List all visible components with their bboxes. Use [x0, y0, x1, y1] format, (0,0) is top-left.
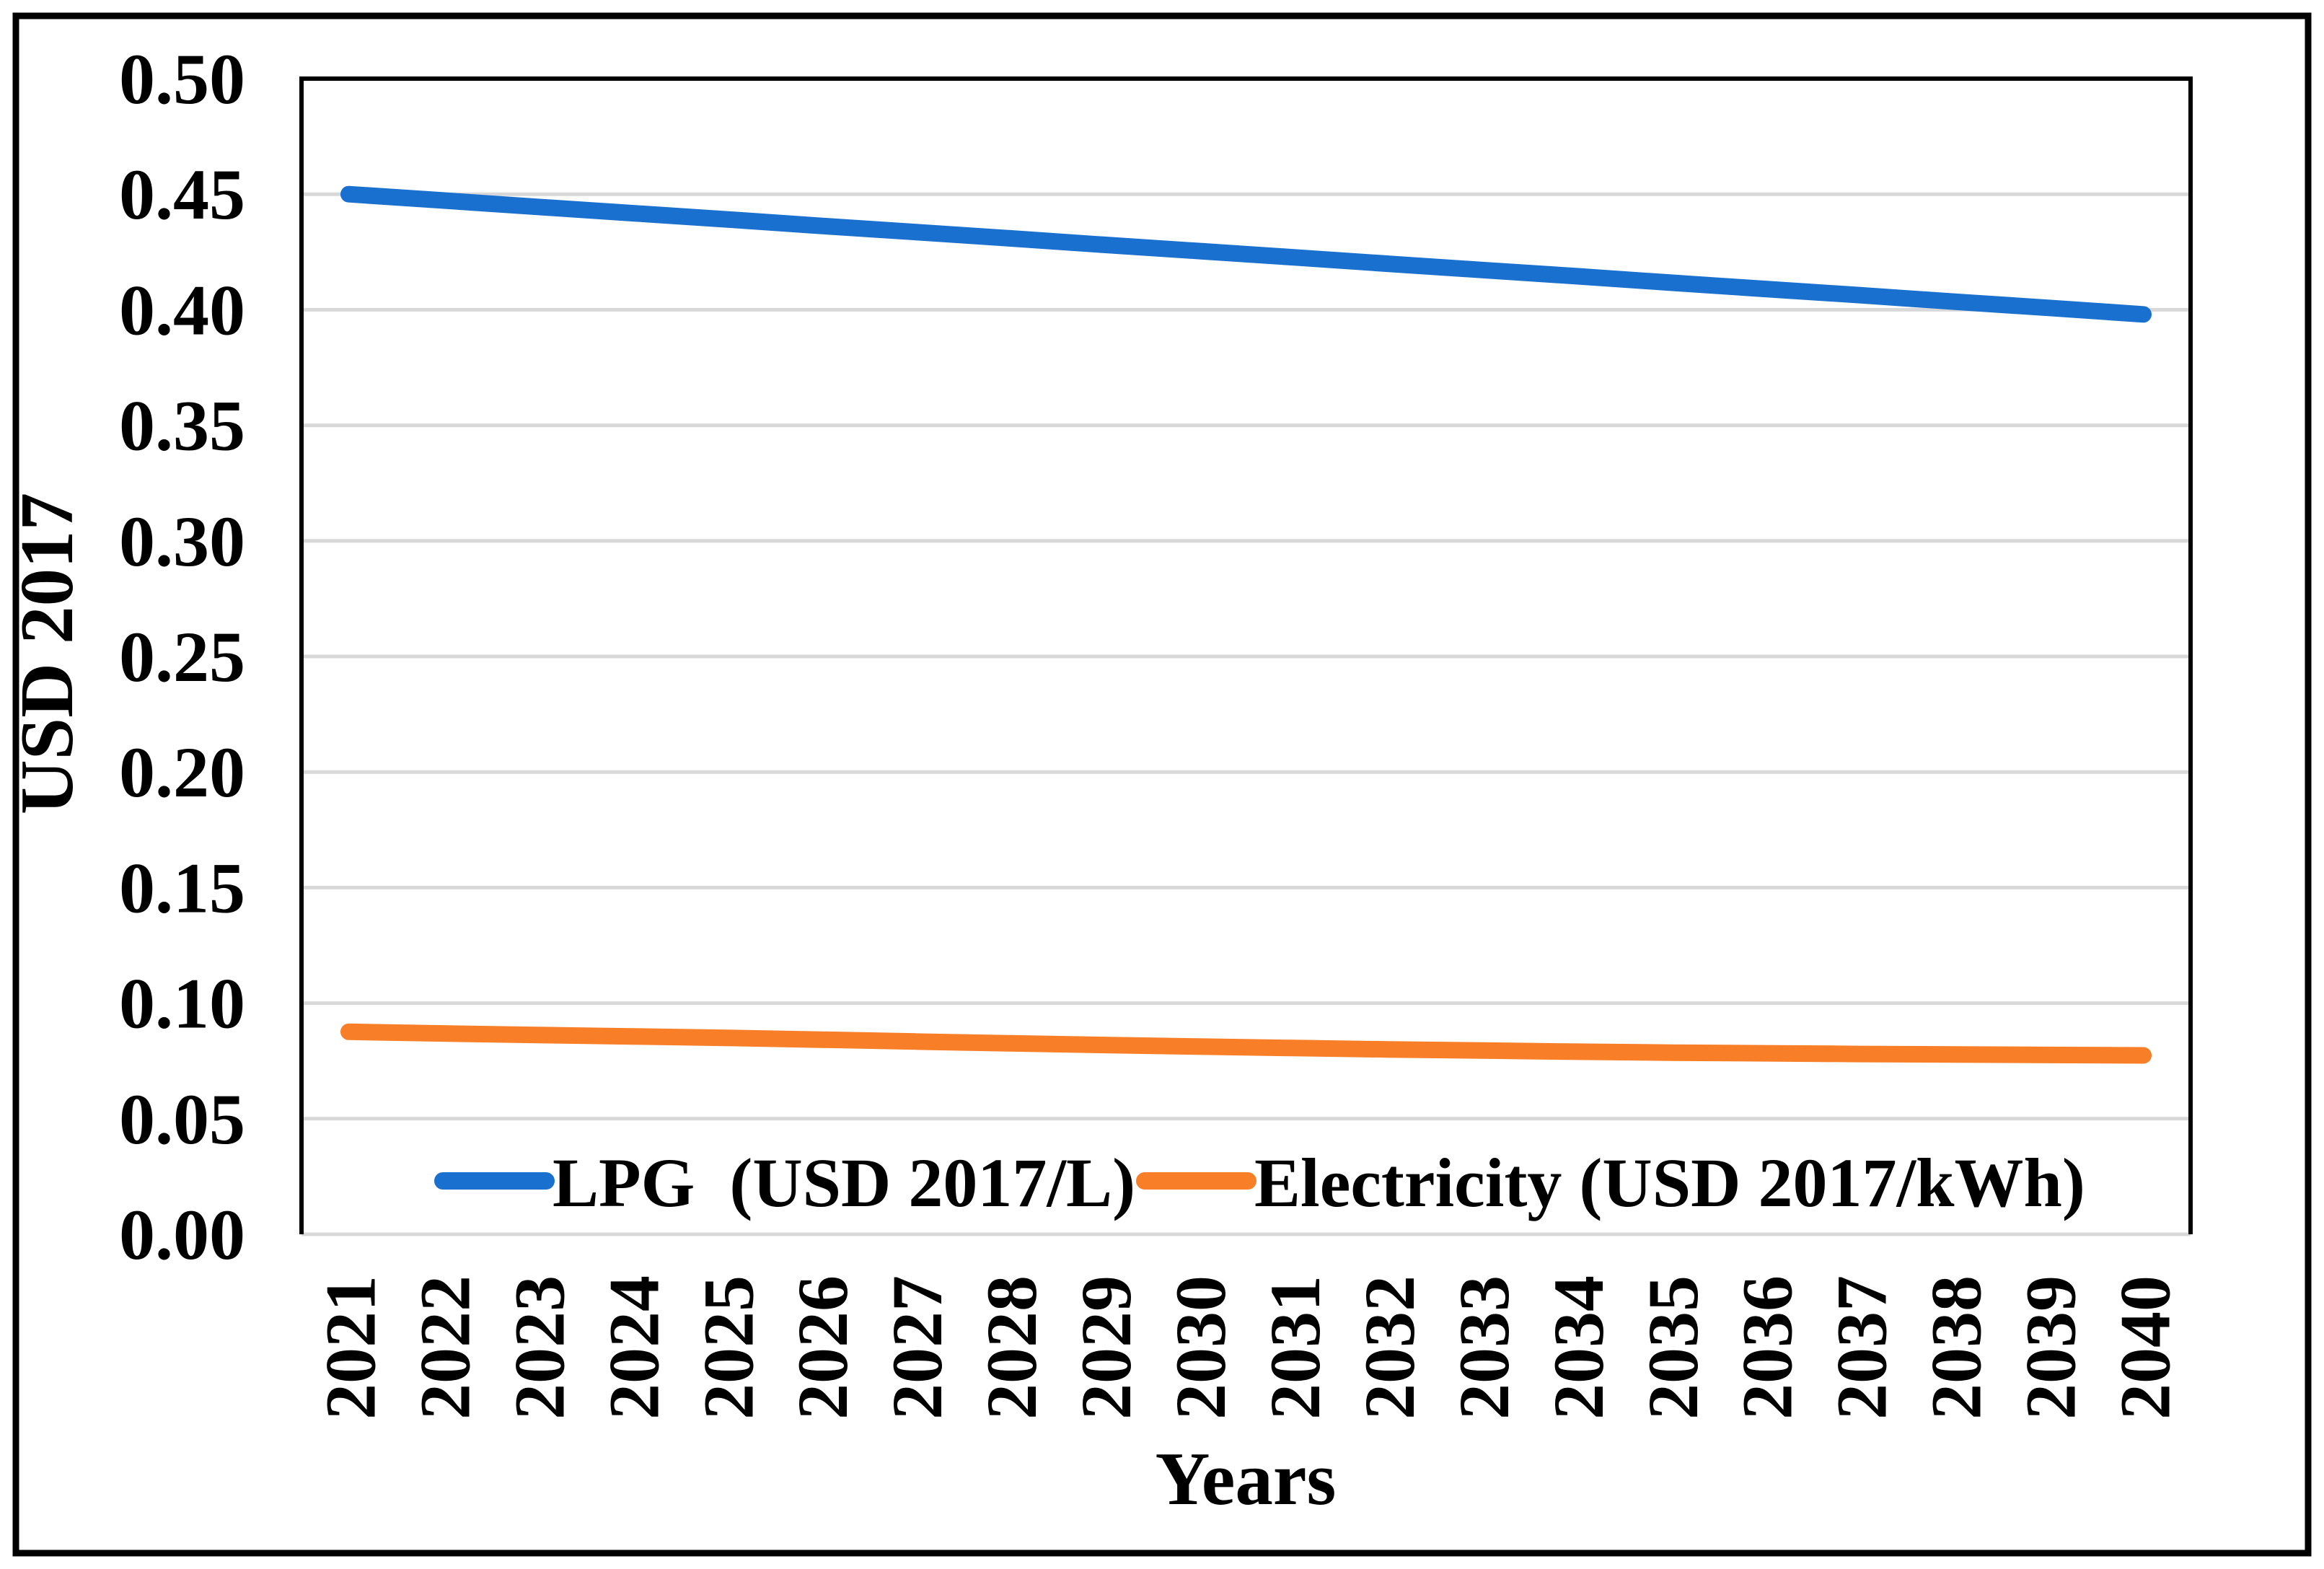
x-tick-label: 2032: [1350, 1275, 1430, 1420]
y-tick-label: 0.10: [119, 964, 245, 1044]
y-tick-label: 0.15: [119, 848, 245, 928]
x-tick-label: 2025: [688, 1275, 768, 1420]
series-line-electricity: [340, 1023, 2152, 1064]
x-tick-label: 2033: [1444, 1275, 1524, 1420]
x-tick-label: 2023: [499, 1275, 579, 1420]
x-tick-label: 2030: [1161, 1275, 1241, 1420]
legend: LPG (USD 2017/L) Electricity (USD 2017/k…: [434, 1144, 2085, 1221]
y-tick-label: 0.50: [119, 39, 245, 119]
x-tick-label: 2036: [1727, 1275, 1808, 1420]
x-tick-label: 2027: [877, 1275, 957, 1420]
y-tick-label: 0.20: [119, 732, 245, 812]
x-tick-label: 2040: [2105, 1275, 2186, 1420]
x-tick-label: 2037: [1822, 1275, 1902, 1420]
series-line-lpg: [340, 185, 2152, 323]
figure-border: [12, 12, 2312, 1557]
y-axis-tick-labels: 0.00 0.05 0.10 0.15 0.20 0.25 0.30 0.35 0.40 0.45…: [119, 39, 245, 1275]
x-axis-title: Years: [1156, 1436, 1337, 1521]
x-axis-tick-labels: 2021 2022 2023 2024 2025 2026 2027 2028 2029 2030…: [310, 1275, 2185, 1420]
series-lines: [340, 185, 2152, 1064]
x-tick-label: 2021: [310, 1275, 390, 1420]
y-tick-label: 0.00: [119, 1195, 245, 1275]
x-tick-label: 2034: [1539, 1275, 1619, 1420]
y-tick-label: 0.05: [119, 1079, 245, 1159]
x-tick-label: 2038: [1916, 1275, 1997, 1420]
gridlines: [301, 192, 2191, 1236]
x-tick-label: 2024: [594, 1275, 674, 1420]
x-tick-label: 2031: [1255, 1275, 1335, 1420]
legend-label-electricity: Electricity (USD 2017/kWh): [1254, 1144, 2085, 1221]
x-tick-label: 2026: [783, 1275, 863, 1420]
y-tick-label: 0.45: [119, 154, 245, 234]
x-tick-label: 2028: [972, 1275, 1052, 1420]
y-axis-title: USD 2017: [4, 493, 89, 814]
y-tick-label: 0.30: [119, 501, 245, 581]
y-tick-label: 0.35: [119, 386, 245, 466]
x-tick-label: 2035: [1633, 1275, 1713, 1420]
y-tick-label: 0.25: [119, 617, 245, 697]
x-tick-label: 2039: [2011, 1275, 2091, 1420]
legend-label-lpg: LPG (USD 2017/L): [553, 1144, 1135, 1221]
x-tick-label: 2029: [1066, 1275, 1146, 1420]
plot-border: [299, 76, 2193, 1234]
x-tick-label: 2022: [405, 1275, 485, 1420]
y-tick-label: 0.40: [119, 270, 245, 350]
